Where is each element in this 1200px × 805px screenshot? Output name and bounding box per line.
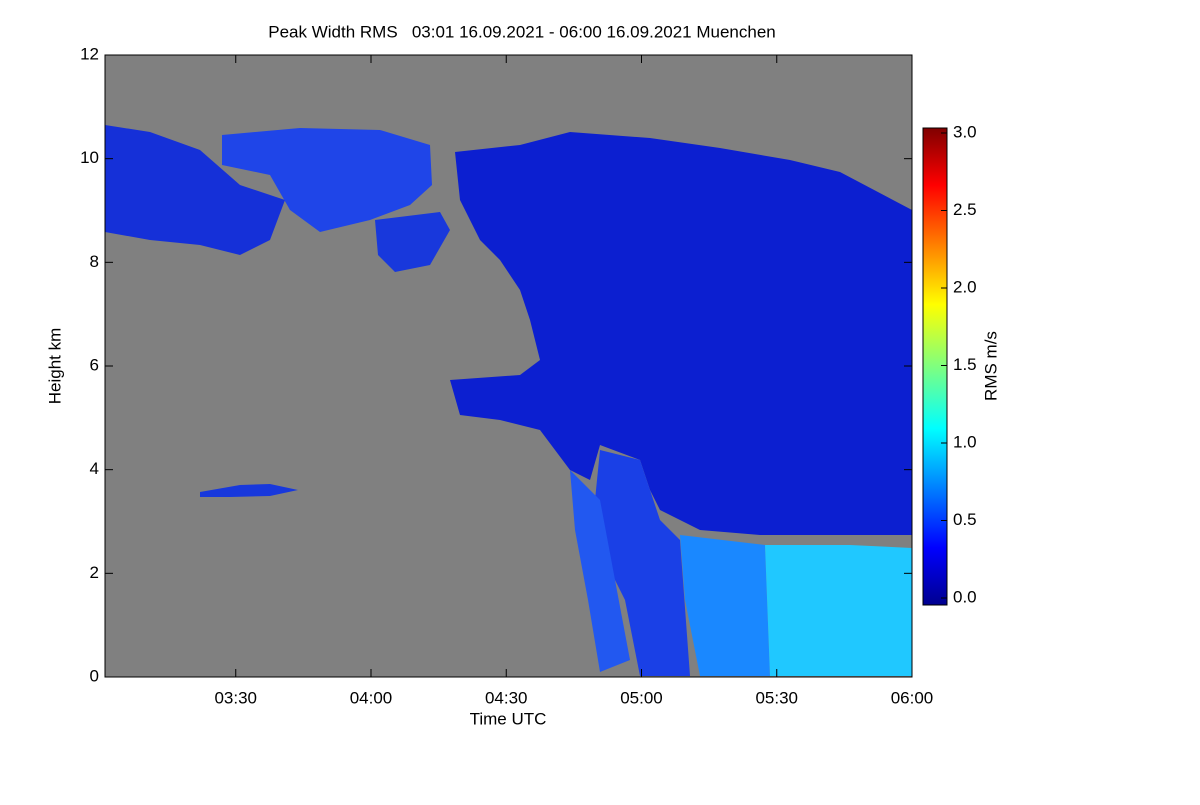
echo-region <box>570 470 630 672</box>
x-axis-label: Time UTC <box>470 709 547 728</box>
y-tick-label: 4 <box>90 459 99 478</box>
colorbar-tick-label: 3.0 <box>953 122 977 141</box>
y-tick-label: 8 <box>90 252 99 271</box>
y-tick-label: 6 <box>90 355 99 374</box>
x-tick-label: 05:30 <box>755 688 798 707</box>
colorbar-label: RMS m/s <box>981 331 1000 401</box>
echo-region <box>375 212 450 272</box>
echo-region <box>450 132 912 535</box>
colorbar-tick-label: 0.0 <box>953 587 977 606</box>
x-tick-label: 03:30 <box>214 688 257 707</box>
colorbar-tick-label: 2.0 <box>953 277 977 296</box>
y-tick-label: 2 <box>90 563 99 582</box>
y-axis-label: Height km <box>45 328 64 405</box>
echo-field <box>105 125 912 676</box>
echo-region <box>765 545 912 676</box>
echo-region <box>222 128 432 232</box>
y-tick-label: 10 <box>80 148 99 167</box>
echo-region <box>595 450 690 676</box>
colorbar-tick-label: 1.0 <box>953 432 977 451</box>
colorbar <box>922 127 948 606</box>
colorbar-tick-label: 0.5 <box>953 510 977 529</box>
x-tick-label: 05:00 <box>620 688 663 707</box>
colorbar-tick-label: 1.5 <box>953 355 977 374</box>
y-tick-label: 12 <box>80 44 99 63</box>
y-tick-label: 0 <box>90 666 99 685</box>
x-tick-label: 04:30 <box>485 688 528 707</box>
echo-region <box>200 484 298 497</box>
echo-region <box>680 535 770 676</box>
chart-title: Peak Width RMS 03:01 16.09.2021 - 06:00 … <box>268 22 776 41</box>
echo-region <box>105 125 285 255</box>
x-tick-label: 06:00 <box>891 688 934 707</box>
x-tick-label: 04:00 <box>350 688 393 707</box>
colorbar-tick-label: 2.5 <box>953 200 977 219</box>
